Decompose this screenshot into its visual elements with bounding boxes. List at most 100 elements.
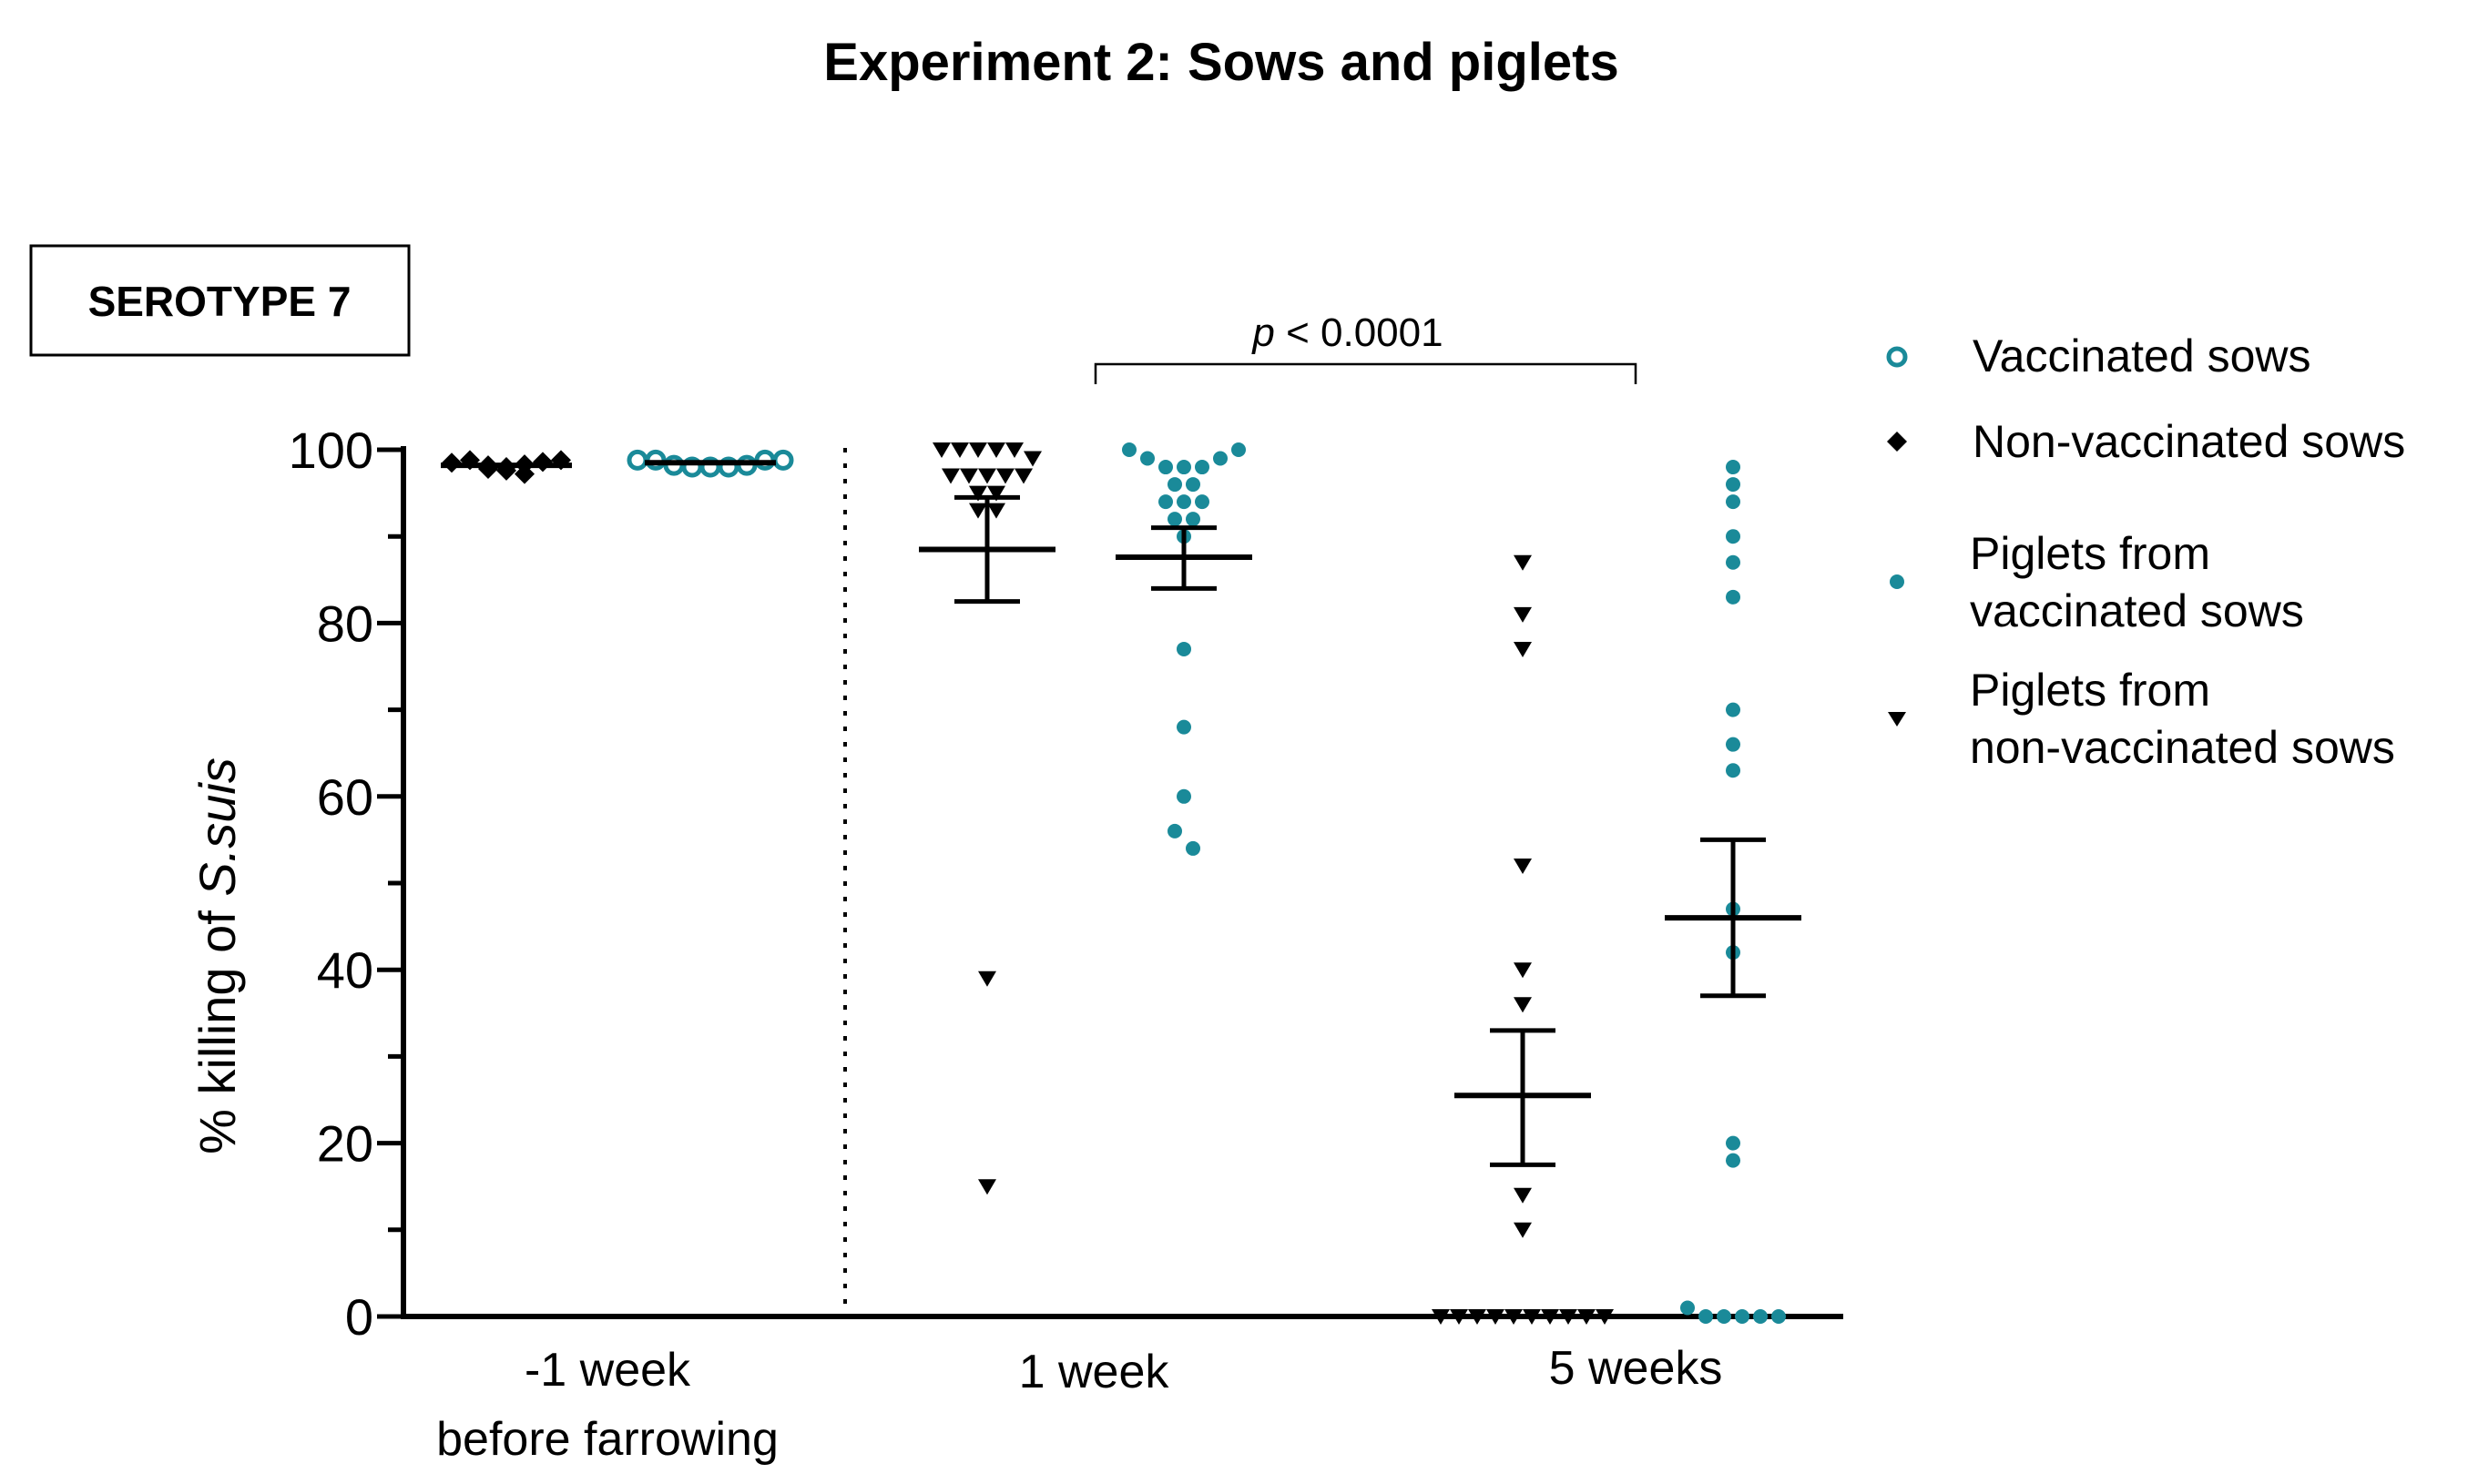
significance-bracket <box>1094 362 1637 384</box>
data-point-vaccinated-sows <box>772 449 794 471</box>
data-point-piglets-vaccinated <box>1195 460 1209 475</box>
significance-p: p <box>1250 310 1274 355</box>
data-point-piglets-non-vaccinated <box>1514 606 1532 623</box>
legend: Vaccinated sows Non-vaccinated sows Pigl… <box>1886 330 2405 773</box>
y-tick-label: 80 <box>317 595 373 652</box>
data-point-piglets-non-vaccinated <box>996 468 1015 484</box>
data-point-piglets-non-vaccinated <box>1514 962 1532 979</box>
x-category-label-3: 5 weeks <box>1549 1342 1723 1395</box>
data-point-piglets-vaccinated <box>1726 763 1740 778</box>
data-point-piglets-vaccinated <box>1168 477 1182 493</box>
legend-marker-piglets-non-vaccinated <box>1888 712 1906 727</box>
data-point-piglets-vaccinated <box>1213 451 1228 466</box>
data-point-piglets-non-vaccinated <box>951 442 969 458</box>
y-tick-label: 0 <box>345 1288 373 1346</box>
data-point-piglets-vaccinated <box>1122 442 1137 457</box>
legend-label-piglets-vaccinated-line2: vaccinated sows <box>1970 585 2304 636</box>
legend-label-vaccinated-sows: Vaccinated sows <box>1973 330 2310 381</box>
data-point-piglets-vaccinated <box>1726 460 1740 475</box>
legend-marker-non-vaccinated-sows <box>1887 432 1907 452</box>
data-point-piglets-vaccinated <box>1726 1135 1740 1151</box>
y-axis-label-prefix: % killing of <box>189 897 246 1154</box>
data-point-piglets-non-vaccinated <box>1514 641 1532 657</box>
data-point-piglets-non-vaccinated <box>978 971 996 987</box>
data-point-piglets-vaccinated <box>1177 788 1191 804</box>
legend-marker-piglets-vaccinated <box>1890 574 1904 589</box>
data-point-piglets-non-vaccinated <box>933 442 951 458</box>
legend-label-piglets-vaccinated-line1: Piglets from <box>1970 528 2210 579</box>
data-point-non-vaccinated-sows <box>533 452 553 473</box>
data-point-piglets-vaccinated <box>1158 494 1173 510</box>
data-point-vaccinated-sows <box>627 449 648 471</box>
data-point-piglets-vaccinated <box>1726 737 1740 752</box>
x-category-label-1: -1 week <box>525 1344 691 1397</box>
y-tick-label: 20 <box>317 1115 373 1173</box>
panel-label: SEROTYPE 7 <box>88 278 352 325</box>
data-point-piglets-non-vaccinated <box>969 503 987 519</box>
data-point-piglets-vaccinated <box>1177 494 1191 510</box>
x-category-label-2: 1 week <box>1019 1346 1170 1398</box>
panel-label-box <box>29 244 411 357</box>
data-point-piglets-non-vaccinated <box>1005 442 1024 458</box>
data-point-piglets-vaccinated <box>1717 1309 1731 1324</box>
data-point-piglets-non-vaccinated <box>987 503 1005 519</box>
data-point-piglets-vaccinated <box>1177 460 1191 475</box>
data-point-piglets-non-vaccinated <box>1468 1309 1486 1325</box>
legend-label-piglets-non-vaccinated-line1: Piglets from <box>1970 665 2210 716</box>
data-point-piglets-non-vaccinated <box>1514 1222 1532 1238</box>
data-point-piglets-vaccinated <box>1186 840 1200 856</box>
data-point-piglets-non-vaccinated <box>1504 1309 1523 1325</box>
data-point-piglets-vaccinated <box>1726 477 1740 493</box>
data-point-piglets-non-vaccinated <box>942 468 960 484</box>
y-axis-label-species: S.suis <box>189 757 246 897</box>
data-point-piglets-vaccinated <box>1177 719 1191 735</box>
data-point-piglets-non-vaccinated <box>1432 1309 1450 1325</box>
data-point-piglets-non-vaccinated <box>1559 1309 1577 1325</box>
legend-marker-vaccinated-sows <box>1886 346 1908 368</box>
data-point-piglets-vaccinated <box>1168 512 1182 527</box>
data-point-piglets-vaccinated <box>1680 1300 1695 1316</box>
data-point-piglets-vaccinated <box>1186 512 1200 527</box>
data-point-piglets-non-vaccinated <box>1514 997 1532 1013</box>
data-point-piglets-non-vaccinated <box>1514 1187 1532 1204</box>
data-point-piglets-non-vaccinated <box>960 468 978 484</box>
data-point-piglets-vaccinated <box>1168 823 1182 839</box>
data-point-piglets-non-vaccinated <box>987 442 1005 458</box>
data-point-piglets-vaccinated <box>1231 442 1246 457</box>
data-marks <box>441 442 1801 1325</box>
data-point-piglets-non-vaccinated <box>978 468 996 484</box>
data-point-piglets-non-vaccinated <box>987 485 1005 502</box>
data-point-piglets-vaccinated <box>1771 1309 1786 1324</box>
data-point-piglets-vaccinated <box>1735 1309 1749 1324</box>
data-point-piglets-vaccinated <box>1726 529 1740 544</box>
data-point-piglets-non-vaccinated <box>1596 1309 1614 1325</box>
y-tick-label: 60 <box>317 768 373 826</box>
data-point-piglets-vaccinated <box>1726 1153 1740 1168</box>
y-tick-label: 40 <box>317 941 373 999</box>
significance-label: p < 0.0001 <box>1250 310 1443 355</box>
significance-value: < 0.0001 <box>1275 310 1443 355</box>
data-point-piglets-vaccinated <box>1158 460 1173 475</box>
data-point-piglets-vaccinated <box>1195 494 1209 510</box>
chart-title: Experiment 2: Sows and piglets <box>823 33 1618 92</box>
data-point-piglets-vaccinated <box>1753 1309 1768 1324</box>
legend-label-piglets-non-vaccinated-line2: non-vaccinated sows <box>1970 722 2395 773</box>
data-point-piglets-vaccinated <box>1177 641 1191 656</box>
data-point-piglets-non-vaccinated <box>1514 858 1532 874</box>
data-point-piglets-vaccinated <box>1726 554 1740 570</box>
legend-label-non-vaccinated-sows: Non-vaccinated sows <box>1973 416 2405 467</box>
y-axis-label: % killing of S.suis <box>189 757 246 1154</box>
data-point-piglets-non-vaccinated <box>969 442 987 458</box>
y-tick-label: 100 <box>289 422 373 479</box>
data-point-piglets-non-vaccinated <box>1514 554 1532 571</box>
data-point-piglets-vaccinated <box>1726 702 1740 717</box>
data-point-piglets-non-vaccinated <box>978 1179 996 1195</box>
data-point-piglets-vaccinated <box>1140 451 1155 466</box>
data-point-piglets-non-vaccinated <box>1024 451 1042 467</box>
data-point-piglets-non-vaccinated <box>1450 1309 1468 1325</box>
data-point-piglets-vaccinated <box>1726 589 1740 605</box>
data-point-piglets-vaccinated <box>1186 477 1200 493</box>
data-point-piglets-non-vaccinated <box>1541 1309 1559 1325</box>
data-point-piglets-non-vaccinated <box>1015 468 1033 484</box>
